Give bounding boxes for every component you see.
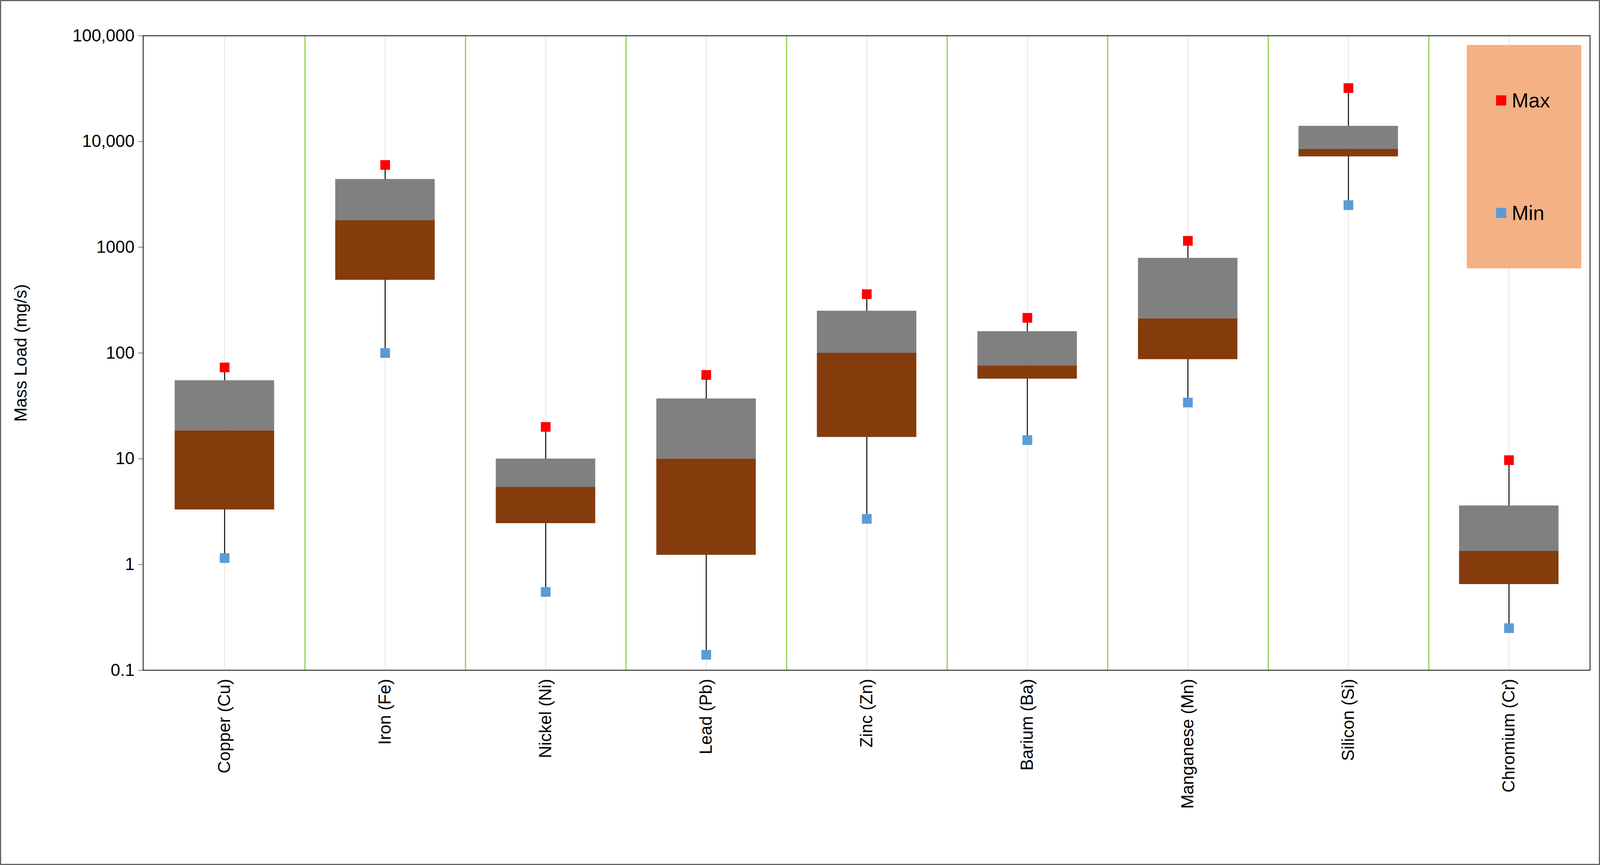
svg-text:10,000: 10,000 <box>82 131 135 151</box>
svg-text:Silicon (Si): Silicon (Si) <box>1338 678 1358 761</box>
svg-text:Copper (Cu): Copper (Cu) <box>214 678 234 774</box>
svg-text:1: 1 <box>125 554 135 574</box>
svg-text:Manganese (Mn): Manganese (Mn) <box>1177 678 1197 809</box>
svg-text:Barium (Ba): Barium (Ba) <box>1017 678 1037 771</box>
svg-text:1000: 1000 <box>96 237 135 257</box>
svg-text:Iron (Fe): Iron (Fe) <box>375 678 395 745</box>
svg-text:0.1: 0.1 <box>110 660 135 680</box>
html-text:Max: Max <box>1511 89 1551 112</box>
svg-text:Zinc (Zn): Zinc (Zn) <box>856 678 876 748</box>
svg-text:Lead (Pb): Lead (Pb) <box>696 678 716 755</box>
svg-text:Chromium (Cr): Chromium (Cr) <box>1498 678 1518 793</box>
svg-text:Nickel (Ni): Nickel (Ni) <box>535 678 555 759</box>
svg-text:100: 100 <box>105 342 135 363</box>
html-text:Min: Min <box>1511 201 1545 225</box>
svg-text:100,000: 100,000 <box>72 25 135 45</box>
svg-text:Mass Load (mg/s): Mass Load (mg/s) <box>10 283 31 422</box>
svg-text:10: 10 <box>115 448 135 468</box>
